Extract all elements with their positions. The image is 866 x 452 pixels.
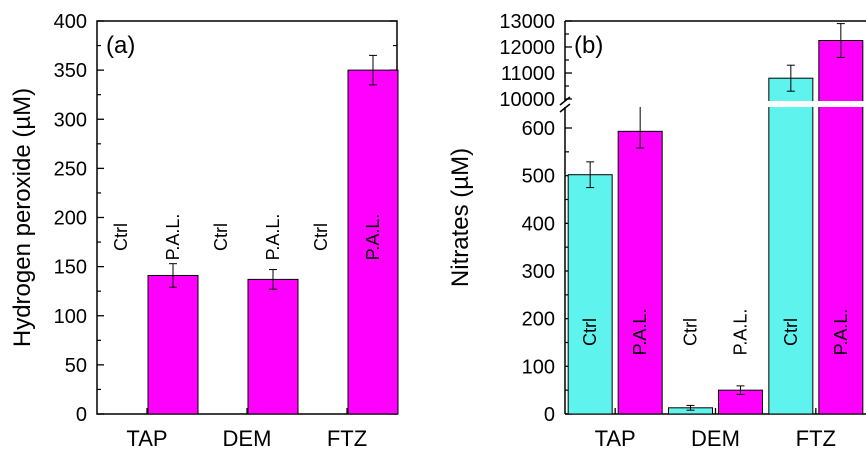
panel-b-nitrates-chart: 0 100 200 300 400 500 600 10000 11000 12000 13000 N… [447,11,866,451]
bar-label: Ctrl [311,223,331,251]
x-category-label: DEM [223,426,272,451]
y-tick-label: 150 [54,257,87,279]
bar-ctrl [768,77,814,415]
y-tick-label: 12000 [499,37,555,59]
y-tick-label: 0 [76,404,87,426]
bar-ctrl [567,174,613,415]
bar-pal [147,274,199,415]
bar-label: Ctrl [111,223,131,251]
y-tick-label: 500 [522,166,555,188]
y-tick-label: 300 [54,109,87,131]
x-category-label: FTZ [796,426,836,451]
x-category-label: TAP [595,426,636,451]
x-category-label: FTZ [327,426,367,451]
y-tick-label: 50 [65,355,87,377]
bar-label: Ctrl [781,318,801,346]
bar-label: Ctrl [211,223,231,251]
panel-a-hydrogen-peroxide-chart: 0 50 100 150 200 250 300 350 400 Hydrogen peroxid… [9,11,399,451]
x-category-label: DEM [691,426,740,451]
y-tick-label: 600 [522,118,555,140]
panel-label: (b) [574,32,603,59]
bar-label: P.A.L. [731,309,751,356]
y-tick-label: 250 [54,158,87,180]
bar-pal [818,40,864,415]
y-tick-label: 0 [544,404,555,426]
bar-pal [347,69,399,415]
bar-label: P.A.L. [831,309,851,356]
y-tick-label: 300 [522,261,555,283]
y-tick-label: 100 [522,356,555,378]
bar-label: P.A.L. [263,214,283,261]
bar-label: Ctrl [681,318,701,346]
bar-label: P.A.L. [630,309,650,356]
bar-pal [617,130,663,415]
axis-break-mark [559,103,571,113]
y-tick-label: 11000 [501,63,555,85]
y-tick-label: 400 [522,213,555,235]
bar-label: P.A.L. [163,214,183,261]
y-tick-label: 100 [54,306,87,328]
y-tick-label: 350 [54,60,87,82]
panel-label: (a) [106,32,135,59]
y-axis-label: Hydrogen peroxide (µM) [9,88,36,347]
bar-label: P.A.L. [363,214,383,261]
bar-label: Ctrl [580,318,600,346]
x-category-label: TAP [126,426,167,451]
bar-pal [247,278,299,415]
y-tick-label: 10000 [499,89,555,111]
axis-break-band [561,101,866,107]
y-tick-label: 13000 [499,11,555,33]
y-tick-label: 200 [54,208,87,230]
y-axis-label: Nitrates (µM) [447,148,474,287]
y-tick-label: 400 [54,11,87,33]
y-tick-label: 200 [522,309,555,331]
axis-break-mark [559,96,571,106]
